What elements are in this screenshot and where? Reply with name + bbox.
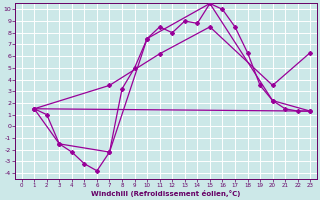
X-axis label: Windchill (Refroidissement éolien,°C): Windchill (Refroidissement éolien,°C): [91, 190, 241, 197]
